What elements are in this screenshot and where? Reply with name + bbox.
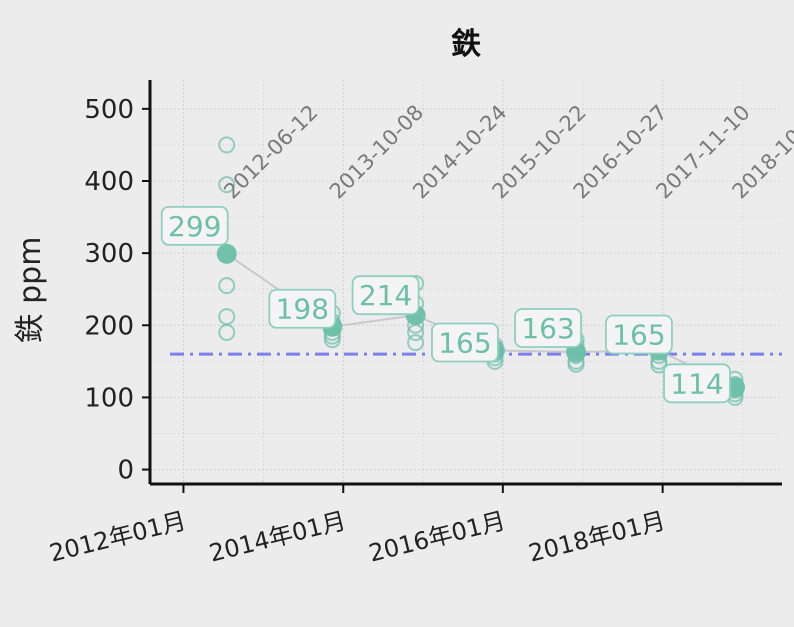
y-tick-label: 100 [84,383,134,413]
y-axis-label: 鉄 ppm [13,237,48,344]
y-tick-label: 200 [84,311,134,341]
value-label-box [268,288,337,329]
x-tick-label: 2016年01月 [366,507,508,568]
value-label: 214 [359,279,412,312]
data-point [567,355,585,373]
value-label: 299 [168,210,221,243]
data-point [323,331,341,349]
x-ticks: 2012年01月 2014年01月 2016年01月 2018年01月 [47,484,668,568]
data-point [567,347,585,365]
y-tick-label: 0 [117,456,134,486]
data-point [218,176,236,194]
data-point [407,334,425,352]
value-label-box [431,322,499,363]
date-labels: 2012-06-12 2013-10-082014-10-242015-10-22… [219,100,794,203]
value-label: 114 [670,367,723,400]
mean-point [216,243,237,264]
data-point [218,136,236,154]
data-point [407,324,425,341]
data-point [218,324,236,341]
x-tick-label: 2012年01月 [47,507,189,568]
value-label-box [160,205,229,246]
value-label-box [514,308,582,348]
x-tick-label: 2018年01月 [526,507,668,568]
y-ticks: 0 100 200 300 400 500 [84,95,150,486]
data-point [407,316,425,334]
value-label: 163 [521,312,574,345]
value-label: 165 [438,327,491,360]
x-tick-label: 2014年01月 [206,507,348,568]
date-label: 2012-06-12 [219,100,322,203]
value-label: 165 [612,319,665,352]
y-tick-label: 300 [84,239,134,269]
value-label-box [351,275,420,316]
value-label: 198 [276,293,329,326]
axes [148,80,782,486]
data-point [218,277,236,295]
chart-title: 鉄 [451,27,481,62]
value-label-box [663,363,731,404]
data-point [218,308,236,326]
y-tick-label: 400 [84,167,134,197]
value-label-box [605,314,673,355]
y-tick-label: 500 [84,95,134,125]
